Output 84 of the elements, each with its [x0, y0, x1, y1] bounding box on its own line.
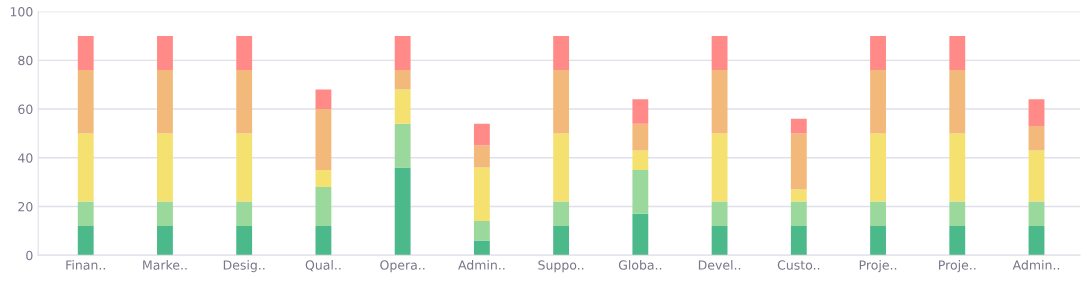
bar — [236, 133, 253, 202]
bar — [473, 221, 490, 241]
bar — [632, 99, 649, 124]
bar — [711, 35, 728, 71]
x-tick-label: Admin.. — [1012, 260, 1060, 270]
bar — [949, 35, 966, 71]
bar — [315, 225, 332, 256]
bar — [790, 189, 807, 202]
bar — [315, 89, 332, 110]
y-tick-label: 40 — [18, 153, 33, 163]
bar — [157, 225, 173, 256]
bar — [473, 123, 490, 146]
x-tick-label: Opera.. — [380, 260, 425, 273]
bar — [711, 70, 728, 134]
bar — [157, 35, 173, 71]
bar — [632, 123, 649, 151]
y-tick-label: 100 — [10, 7, 33, 17]
bar — [157, 133, 173, 202]
bar — [394, 167, 411, 256]
bar — [553, 35, 570, 71]
y-tick-label: 20 — [18, 201, 33, 212]
bar — [632, 169, 649, 214]
bar — [157, 201, 173, 226]
bar — [315, 109, 332, 170]
bar — [473, 145, 490, 168]
bar — [77, 70, 94, 134]
bar — [711, 225, 728, 256]
bar — [790, 133, 807, 190]
bar — [394, 35, 411, 71]
bar — [236, 35, 253, 71]
bar — [870, 201, 886, 226]
y-tick-label: 0 — [26, 250, 33, 261]
bar — [473, 167, 490, 222]
bar — [394, 70, 411, 90]
bar — [553, 133, 570, 202]
bar — [1028, 225, 1045, 256]
bar — [553, 225, 570, 256]
x-tick-label: Suppo.. — [538, 260, 584, 273]
bar — [394, 89, 411, 124]
bar — [1028, 126, 1045, 151]
bar — [553, 201, 570, 226]
bar — [632, 150, 649, 170]
bar — [77, 201, 94, 226]
y-tick-label: 80 — [18, 55, 33, 66]
bar — [949, 201, 966, 226]
bar — [711, 133, 728, 202]
bar — [553, 70, 570, 134]
bar — [949, 70, 966, 134]
bar — [315, 186, 332, 226]
bar — [1028, 201, 1045, 226]
x-tick-label: Qual.. — [305, 260, 341, 272]
x-tick-label: Desig.. — [223, 260, 265, 273]
x-tick-label: Custo.. — [777, 260, 820, 270]
bar — [870, 35, 886, 71]
x-tick-label: Admin.. — [458, 260, 505, 270]
bar — [790, 118, 807, 134]
bar — [77, 133, 94, 202]
bar — [632, 213, 649, 256]
bar — [1028, 99, 1045, 127]
bar — [157, 70, 173, 134]
bar — [711, 201, 728, 226]
bar — [77, 35, 94, 71]
bar — [790, 201, 807, 226]
x-tick-label: Marke.. — [143, 260, 187, 270]
bar — [870, 225, 886, 256]
bar — [473, 240, 490, 256]
bar — [236, 201, 253, 226]
bar — [870, 133, 886, 202]
x-tick-label: Finan.. — [66, 260, 105, 270]
bar — [1028, 150, 1045, 202]
bar — [236, 225, 253, 256]
bar — [394, 123, 411, 168]
bar — [870, 70, 886, 134]
bar — [949, 133, 966, 202]
bar — [949, 225, 966, 256]
bar — [236, 70, 253, 134]
x-tick-label: Proje.. — [859, 260, 897, 273]
bar — [790, 225, 807, 256]
x-tick-label: Globa.. — [618, 260, 662, 270]
bar — [315, 169, 332, 187]
bar — [77, 225, 94, 256]
y-tick-label: 60 — [18, 104, 33, 114]
x-tick-label: Proje.. — [939, 260, 976, 273]
x-tick-label: Devel.. — [698, 260, 741, 270]
